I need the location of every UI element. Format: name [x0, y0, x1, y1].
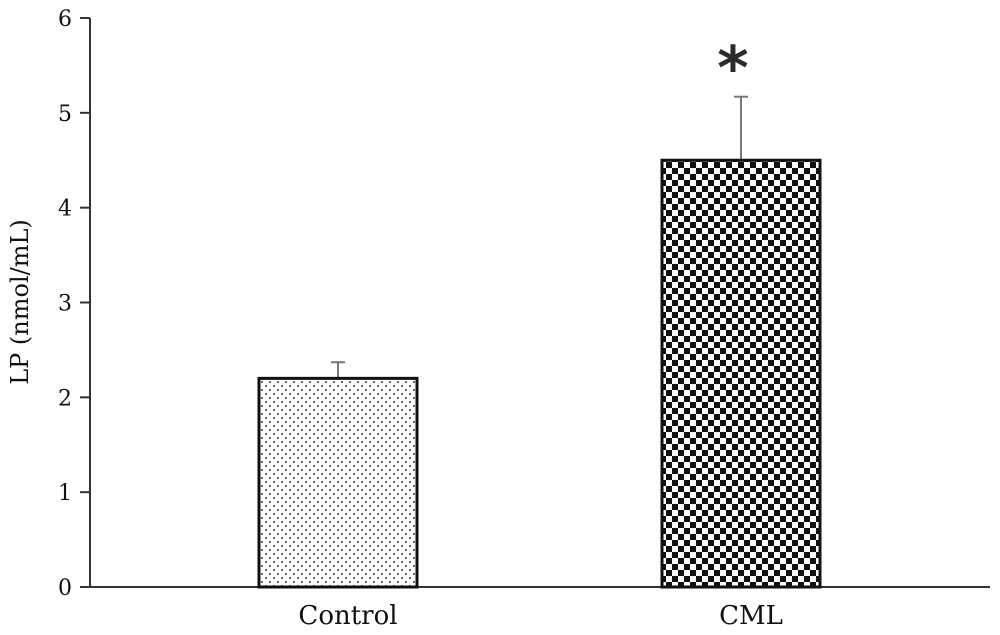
y-tick-label: 2	[58, 386, 72, 411]
bars: *	[257, 34, 822, 589]
y-tick-label: 4	[58, 197, 72, 222]
y-tick-label: 6	[58, 7, 72, 32]
y-axis-label: LP (nmol/mL)	[6, 219, 34, 385]
x-category-label: CML	[719, 601, 783, 631]
y-tick-label: 0	[58, 576, 72, 601]
y-ticks: 0 1 2 3 4 5 6	[58, 7, 90, 601]
y-tick-label: 1	[58, 481, 72, 506]
x-category-label: Control	[298, 601, 397, 631]
bar-cml	[660, 158, 822, 589]
bar-control	[257, 376, 419, 589]
y-tick-label: 5	[58, 102, 72, 127]
significance-marker: *	[717, 34, 748, 104]
y-tick-label: 3	[58, 292, 72, 317]
x-labels: Control CML	[298, 601, 782, 631]
axes	[89, 18, 990, 588]
